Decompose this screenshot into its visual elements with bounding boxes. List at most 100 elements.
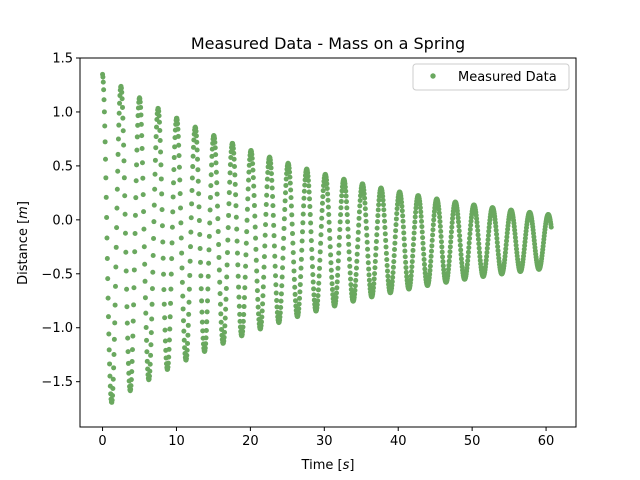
data-point — [283, 176, 289, 182]
data-point — [240, 324, 246, 330]
data-point — [356, 222, 362, 228]
data-point — [180, 306, 186, 312]
data-point — [141, 226, 147, 232]
data-point — [367, 282, 373, 288]
data-point — [484, 250, 490, 255]
data-point — [428, 258, 434, 264]
data-point — [392, 234, 398, 240]
data-point — [196, 218, 202, 224]
data-point — [352, 291, 358, 297]
data-point — [484, 254, 490, 260]
data-point — [259, 308, 265, 314]
data-point — [254, 278, 260, 284]
data-point — [448, 234, 454, 240]
data-point — [134, 162, 140, 168]
data-point — [296, 306, 302, 312]
data-point — [152, 157, 158, 163]
data-point — [142, 295, 148, 301]
data-point — [346, 249, 352, 255]
data-point — [361, 187, 367, 193]
data-point — [217, 301, 223, 307]
data-point — [355, 237, 361, 243]
data-point — [232, 181, 238, 187]
data-point — [314, 302, 320, 308]
data-point — [383, 237, 389, 243]
data-point — [260, 293, 266, 299]
data-point — [466, 240, 472, 246]
y-axis-label: Distance [m] — [16, 201, 31, 285]
data-point — [162, 327, 168, 333]
data-point — [362, 195, 368, 201]
legend-label: Measured Data — [458, 70, 557, 85]
plot-area — [79, 57, 577, 428]
data-point — [281, 235, 287, 241]
data-point — [177, 177, 183, 183]
data-point — [375, 207, 381, 213]
data-point — [253, 246, 259, 252]
data-point — [236, 303, 242, 309]
data-point — [485, 232, 491, 238]
data-point — [301, 203, 307, 209]
data-point — [158, 176, 164, 182]
data-point — [383, 244, 389, 250]
data-point — [212, 145, 218, 151]
data-point — [105, 314, 111, 320]
data-point — [393, 222, 399, 228]
data-point — [254, 288, 260, 294]
data-point — [372, 265, 378, 271]
data-point — [420, 235, 426, 241]
data-point — [185, 341, 191, 347]
data-point — [513, 238, 519, 244]
data-point — [242, 285, 248, 291]
data-point — [152, 171, 158, 177]
data-point — [261, 274, 267, 280]
data-point — [370, 285, 376, 291]
data-point — [522, 243, 528, 249]
data-point — [438, 234, 444, 239]
y-tick-label: 0.5 — [52, 159, 73, 174]
data-point — [291, 268, 297, 274]
data-point — [151, 236, 157, 242]
data-point — [279, 274, 285, 280]
data-point — [150, 253, 156, 258]
data-point — [119, 89, 125, 95]
data-point — [393, 216, 399, 222]
data-point — [410, 247, 416, 253]
data-point — [190, 153, 196, 159]
data-point — [171, 155, 177, 161]
data-point — [337, 219, 343, 225]
data-point — [129, 347, 135, 353]
data-point — [125, 349, 131, 355]
data-point — [166, 346, 172, 352]
data-point — [261, 264, 267, 270]
data-point — [269, 177, 275, 183]
data-point — [133, 195, 139, 201]
data-point — [245, 196, 251, 202]
data-point — [263, 201, 269, 207]
data-point — [274, 304, 280, 310]
data-point — [334, 279, 340, 285]
data-point — [203, 328, 209, 333]
data-point — [186, 286, 192, 292]
data-point — [122, 211, 128, 217]
data-point — [280, 255, 286, 261]
data-point — [502, 250, 508, 256]
data-point — [389, 279, 395, 285]
legend-box — [412, 63, 570, 91]
data-point — [306, 189, 312, 195]
data-point — [447, 249, 453, 255]
data-point — [465, 254, 471, 260]
data-point — [244, 217, 250, 223]
data-point — [226, 201, 232, 207]
data-point — [263, 211, 269, 217]
data-point — [458, 247, 464, 253]
data-point — [168, 300, 174, 306]
data-point — [315, 287, 321, 293]
data-point — [375, 219, 381, 225]
data-point — [282, 198, 288, 204]
data-point — [346, 256, 352, 262]
data-point — [328, 252, 334, 258]
data-point — [175, 133, 181, 139]
data-point — [120, 104, 125, 110]
data-point — [246, 169, 252, 175]
